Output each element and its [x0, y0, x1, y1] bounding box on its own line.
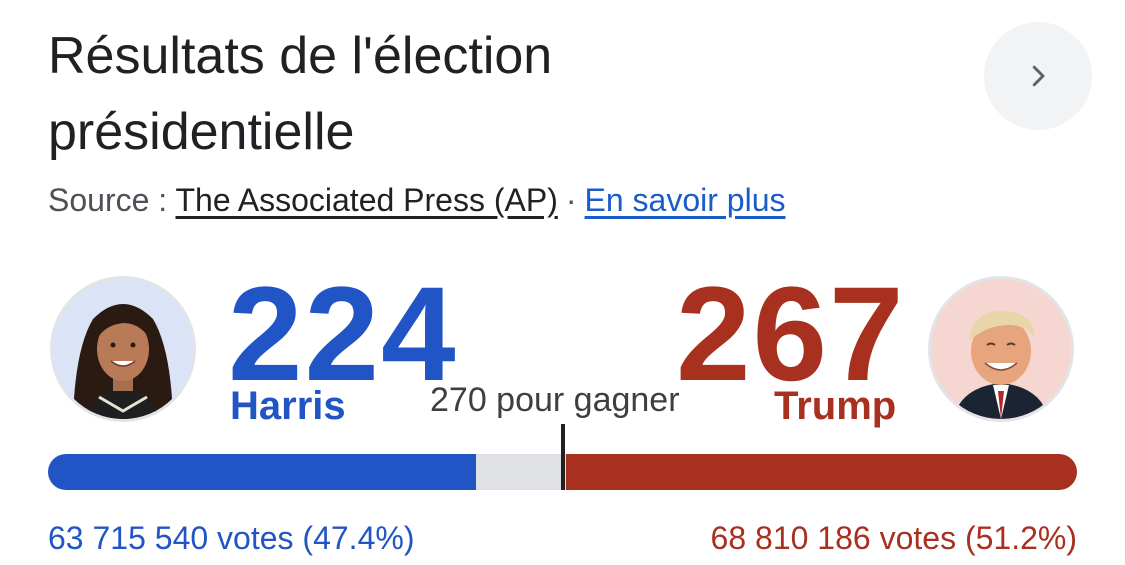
harris-name: Harris: [230, 384, 346, 428]
title-line-2: présidentielle: [48, 103, 355, 161]
source-link[interactable]: The Associated Press (AP): [175, 182, 558, 218]
harris-popular-votes: 63 715 540 votes (47.4%): [48, 520, 415, 556]
trump-photo: [931, 279, 1071, 419]
harris-electoral-votes: 224: [228, 260, 458, 409]
source-line: Source : The Associated Press (AP) · En sa…: [48, 178, 786, 222]
harris-avatar[interactable]: [50, 276, 196, 422]
trump-bar-segment: [566, 454, 1077, 490]
trump-name: Trump: [774, 384, 897, 428]
trump-popular-votes: 68 810 186 votes (51.2%): [710, 520, 1077, 556]
harris-bar-segment: [48, 454, 477, 490]
trump-avatar[interactable]: [928, 276, 1074, 422]
learn-more-link[interactable]: En savoir plus: [584, 182, 786, 218]
threshold-label: 270 pour gagner: [430, 381, 680, 419]
page-title: Résultats de l'élection présidentielle: [48, 18, 948, 170]
chevron-right-icon: [1032, 65, 1045, 87]
threshold-marker: [560, 424, 565, 490]
title-line-1: Résultats de l'élection: [48, 27, 553, 85]
trump-electoral-votes: 267: [676, 260, 906, 409]
source-prefix: Source :: [48, 182, 176, 218]
harris-photo: [53, 279, 193, 419]
source-separator: ·: [565, 182, 577, 218]
next-button[interactable]: [984, 22, 1092, 130]
